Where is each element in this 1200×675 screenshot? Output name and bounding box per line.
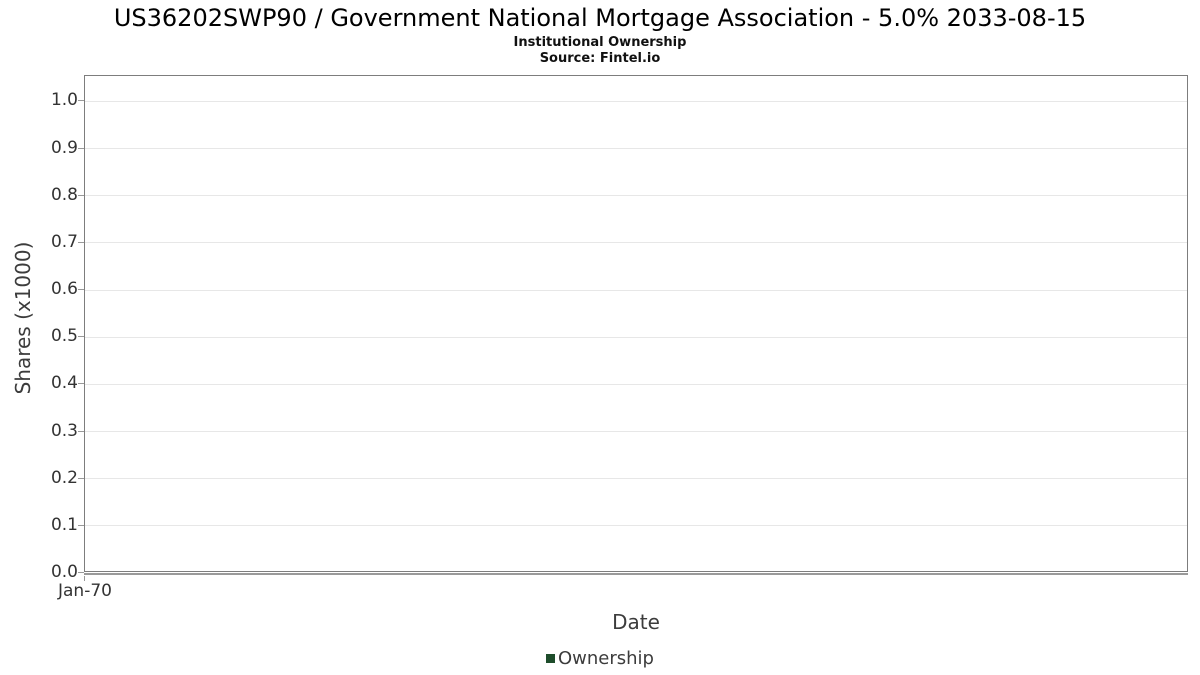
gridline — [85, 431, 1187, 433]
y-tick-mark — [78, 524, 84, 526]
y-tick-mark — [78, 430, 84, 432]
y-tick-mark — [78, 194, 84, 196]
y-tick-label: 0.8 — [50, 184, 78, 205]
legend-marker-ownership — [546, 653, 555, 663]
gridline — [85, 100, 1187, 102]
plot-area — [84, 75, 1188, 572]
x-tick-label: Jan-70 — [58, 581, 112, 601]
y-tick-label: 0.4 — [50, 373, 78, 394]
x-axis-line — [84, 573, 1188, 575]
y-tick-mark — [78, 336, 84, 338]
y-tick-label: 0.3 — [50, 420, 78, 441]
y-tick-label: 0.2 — [50, 467, 78, 488]
gridline — [85, 242, 1187, 244]
y-tick-label: 1.0 — [50, 90, 78, 111]
chart-subtitle: Institutional Ownership — [513, 35, 687, 50]
gridline — [85, 478, 1187, 480]
gridline — [85, 195, 1187, 197]
y-tick-mark — [78, 147, 84, 149]
y-tick-mark — [78, 241, 84, 243]
y-tick-label: 0.5 — [50, 326, 78, 347]
chart-title: US36202SWP90 / Government National Mortg… — [113, 4, 1087, 32]
y-tick-mark — [78, 477, 84, 479]
x-tick-mark — [84, 576, 85, 581]
gridline — [85, 148, 1187, 150]
gridline — [85, 289, 1187, 291]
y-tick-mark — [78, 100, 84, 102]
gridline — [85, 525, 1187, 527]
x-axis-label: Date — [612, 610, 660, 634]
gridline — [85, 336, 1187, 338]
legend: Ownership — [0, 646, 1200, 670]
y-tick-label: 0.0 — [50, 562, 78, 582]
gridline — [85, 383, 1187, 385]
y-tick-mark — [78, 289, 84, 291]
y-tick-label: 0.9 — [50, 137, 78, 158]
chart-source-note: Source: Fintel.io — [539, 51, 661, 66]
y-tick-label: 0.1 — [50, 514, 78, 535]
y-tick-label: 0.6 — [50, 279, 78, 300]
y-tick-label: 0.7 — [50, 231, 78, 252]
y-tick-mark — [78, 572, 84, 573]
legend-label-ownership: Ownership — [558, 647, 654, 669]
y-tick-mark — [78, 383, 84, 385]
